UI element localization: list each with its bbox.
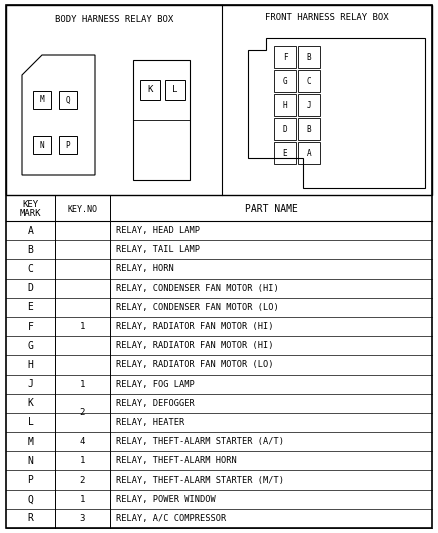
Text: N: N [40, 141, 44, 149]
Text: 1: 1 [80, 379, 85, 389]
Text: Q: Q [28, 494, 33, 504]
Text: RELAY, DEFOGGER: RELAY, DEFOGGER [116, 399, 195, 408]
Text: RELAY, CONDENSER FAN MOTOR (HI): RELAY, CONDENSER FAN MOTOR (HI) [116, 284, 279, 293]
Text: F: F [283, 52, 287, 61]
Text: P: P [28, 475, 33, 485]
Text: 3: 3 [80, 514, 85, 523]
Text: KEY.NO: KEY.NO [67, 205, 98, 214]
Text: M: M [28, 437, 33, 447]
Text: A: A [307, 149, 311, 157]
Text: 1: 1 [80, 456, 85, 465]
Text: D: D [283, 125, 287, 133]
Text: K: K [147, 85, 153, 94]
Text: J: J [307, 101, 311, 109]
Text: RELAY, FOG LAMP: RELAY, FOG LAMP [116, 379, 195, 389]
Text: PART NAME: PART NAME [244, 204, 297, 214]
Text: MARK: MARK [20, 209, 41, 218]
Text: RELAY, RADIATOR FAN MOTOR (HI): RELAY, RADIATOR FAN MOTOR (HI) [116, 322, 273, 331]
Text: Q: Q [66, 95, 71, 104]
Text: E: E [28, 302, 33, 312]
Text: BODY HARNESS RELAY BOX: BODY HARNESS RELAY BOX [55, 15, 173, 25]
Text: 2: 2 [80, 408, 85, 417]
Text: RELAY, THEFT-ALARM STARTER (M/T): RELAY, THEFT-ALARM STARTER (M/T) [116, 475, 284, 484]
Text: A: A [28, 225, 33, 236]
Text: B: B [307, 52, 311, 61]
Text: C: C [307, 77, 311, 85]
Text: 4: 4 [80, 437, 85, 446]
Text: FRONT HARNESS RELAY BOX: FRONT HARNESS RELAY BOX [265, 12, 389, 21]
Text: RELAY, THEFT-ALARM HORN: RELAY, THEFT-ALARM HORN [116, 456, 237, 465]
Text: G: G [283, 77, 287, 85]
Text: K: K [28, 398, 33, 408]
Text: R: R [28, 513, 33, 523]
Text: G: G [28, 341, 33, 351]
Text: RELAY, RADIATOR FAN MOTOR (HI): RELAY, RADIATOR FAN MOTOR (HI) [116, 341, 273, 350]
Text: RELAY, THEFT-ALARM STARTER (A/T): RELAY, THEFT-ALARM STARTER (A/T) [116, 437, 284, 446]
Text: F: F [28, 321, 33, 332]
Text: D: D [28, 283, 33, 293]
Text: L: L [28, 417, 33, 427]
Text: N: N [28, 456, 33, 466]
Text: M: M [40, 95, 44, 104]
Text: J: J [28, 379, 33, 389]
Text: RELAY, HEAD LAMP: RELAY, HEAD LAMP [116, 226, 200, 235]
Text: RELAY, A/C COMPRESSOR: RELAY, A/C COMPRESSOR [116, 514, 226, 523]
Text: RELAY, HEATER: RELAY, HEATER [116, 418, 184, 427]
Text: 2: 2 [80, 475, 85, 484]
Text: H: H [283, 101, 287, 109]
Text: RELAY, RADIATOR FAN MOTOR (LO): RELAY, RADIATOR FAN MOTOR (LO) [116, 360, 273, 369]
Text: RELAY, POWER WINDOW: RELAY, POWER WINDOW [116, 495, 216, 504]
Text: 1: 1 [80, 322, 85, 331]
Text: RELAY, HORN: RELAY, HORN [116, 264, 174, 273]
Text: 1: 1 [80, 495, 85, 504]
Text: P: P [66, 141, 71, 149]
Text: KEY: KEY [22, 200, 39, 209]
Text: B: B [28, 245, 33, 255]
Text: H: H [28, 360, 33, 370]
Text: RELAY, CONDENSER FAN MOTOR (LO): RELAY, CONDENSER FAN MOTOR (LO) [116, 303, 279, 312]
Text: C: C [28, 264, 33, 274]
Text: E: E [283, 149, 287, 157]
Text: B: B [307, 125, 311, 133]
Text: L: L [172, 85, 178, 94]
Text: RELAY, TAIL LAMP: RELAY, TAIL LAMP [116, 245, 200, 254]
